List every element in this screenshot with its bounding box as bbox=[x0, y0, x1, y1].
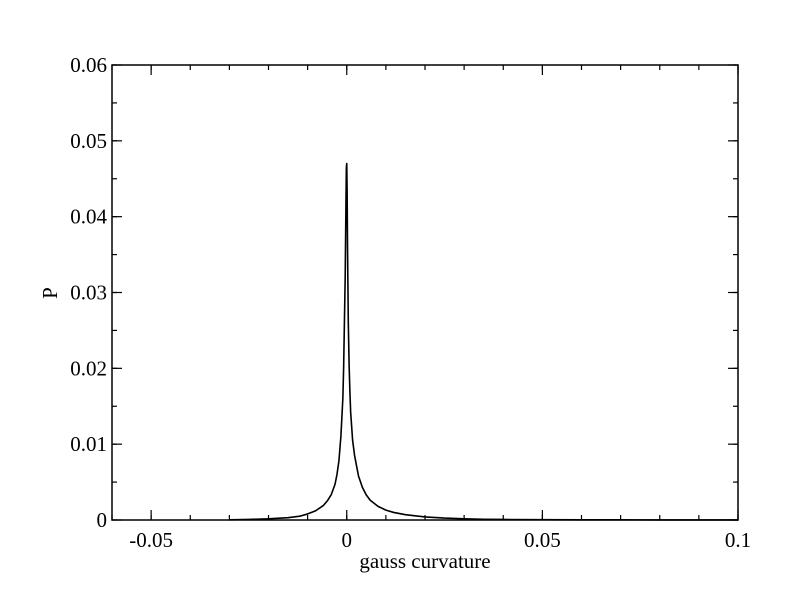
series-line bbox=[229, 162, 738, 521]
x-tick-label: -0.05 bbox=[129, 528, 173, 552]
y-tick-label: 0.05 bbox=[70, 129, 107, 153]
x-tick-label: 0.05 bbox=[524, 528, 561, 552]
y-axis-title: P bbox=[38, 287, 62, 299]
x-tick-label: 0.1 bbox=[725, 528, 751, 552]
plot-frame bbox=[111, 64, 739, 521]
y-tick-label: 0.04 bbox=[70, 205, 107, 229]
x-axis-title: gauss curvature bbox=[359, 549, 490, 573]
y-tick-label: 0.02 bbox=[70, 356, 107, 380]
y-tick-label: 0.01 bbox=[70, 432, 107, 456]
y-tick-label: 0.06 bbox=[70, 53, 107, 77]
y-tick-label: 0.03 bbox=[70, 281, 107, 305]
x-tick-label: 0 bbox=[342, 528, 353, 552]
y-tick-label: 0 bbox=[97, 508, 108, 532]
